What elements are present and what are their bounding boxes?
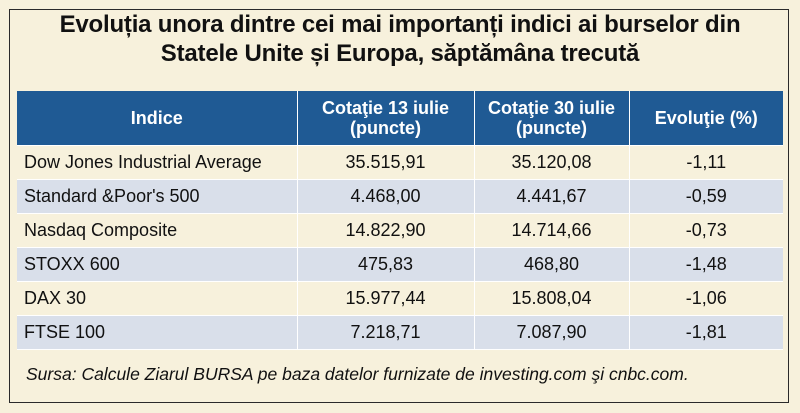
cell-cotatie-30: 7.087,90 [473, 315, 629, 350]
cell-evolutie: -0,59 [628, 179, 783, 214]
cell-cotatie-13: 15.977,44 [296, 281, 474, 316]
page-title-line-2: Statele Unite și Europa, săptămâna trecu… [160, 40, 640, 67]
cell-cotatie-13: 4.468,00 [296, 179, 474, 214]
indices-table: Indice Cotaţie 13 iulie (puncte) Cotaţie… [17, 91, 783, 350]
cell-cotatie-30: 4.441,67 [473, 179, 629, 214]
cell-cotatie-30: 35.120,08 [473, 145, 629, 180]
source-note: Sursa: Calcule Ziarul BURSA pe baza date… [26, 364, 689, 384]
table-row: Dow Jones Industrial Average 35.515,91 3… [17, 145, 783, 180]
table-row: FTSE 100 7.218,71 7.087,90 -1,81 [17, 315, 783, 350]
cell-cotatie-13: 475,83 [296, 247, 474, 282]
header-indice: Indice [17, 91, 297, 146]
cell-indice: DAX 30 [17, 281, 297, 316]
header-cotatie-13-iulie: Cotaţie 13 iulie (puncte) [296, 91, 474, 146]
page-title-line-1: Evoluția unora dintre cei mai importanți… [59, 11, 741, 38]
cell-cotatie-13: 14.822,90 [296, 213, 474, 248]
cell-cotatie-30: 468,80 [473, 247, 629, 282]
header-evolutie-label: Evoluţie (%) [654, 107, 758, 128]
cell-indice: STOXX 600 [17, 247, 297, 282]
page-title: Evoluția unora dintre cei mai importanți… [0, 10, 800, 68]
cell-evolutie: -0,73 [628, 213, 783, 248]
cell-evolutie: -1,81 [628, 315, 783, 350]
cell-cotatie-13: 7.218,71 [296, 315, 474, 350]
cell-indice: Nasdaq Composite [17, 213, 297, 248]
header-indice-label: Indice [130, 107, 183, 128]
cell-cotatie-13: 35.515,91 [296, 145, 474, 180]
cell-indice: Dow Jones Industrial Average [17, 145, 297, 180]
cell-evolutie: -1,06 [628, 281, 783, 316]
table-row: Nasdaq Composite 14.822,90 14.714,66 -0,… [17, 213, 783, 248]
table-row: DAX 30 15.977,44 15.808,04 -1,06 [17, 281, 783, 316]
header-cotatie-30-unit: (puncte) [516, 117, 587, 138]
header-cotatie-30-iulie: Cotaţie 30 iulie (puncte) [473, 91, 629, 146]
table-row: Standard &Poor's 500 4.468,00 4.441,67 -… [17, 179, 783, 214]
header-cotatie-13-label: Cotaţie 13 iulie [321, 97, 450, 118]
table-header-row: Indice Cotaţie 13 iulie (puncte) Cotaţie… [17, 91, 783, 146]
cell-indice: Standard &Poor's 500 [17, 179, 297, 214]
cell-cotatie-30: 14.714,66 [473, 213, 629, 248]
cell-evolutie: -1,48 [628, 247, 783, 282]
cell-evolutie: -1,11 [628, 145, 783, 180]
cell-cotatie-30: 15.808,04 [473, 281, 629, 316]
header-cotatie-30-label: Cotaţie 30 iulie [487, 97, 616, 118]
header-evolutie: Evoluţie (%) [628, 91, 783, 146]
table-row: STOXX 600 475,83 468,80 -1,48 [17, 247, 783, 282]
cell-indice: FTSE 100 [17, 315, 297, 350]
header-cotatie-13-unit: (puncte) [350, 117, 421, 138]
